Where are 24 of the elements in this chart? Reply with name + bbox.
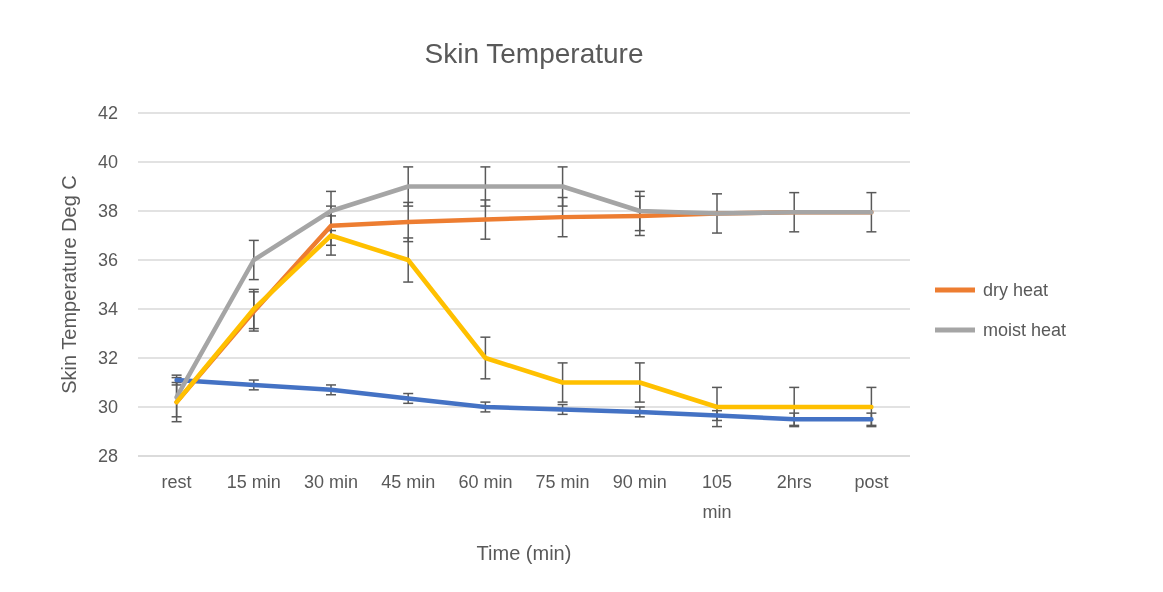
line-series — [174, 377, 874, 422]
x-tick-label: post — [854, 472, 889, 492]
y-tick-label: 30 — [97, 397, 118, 418]
y-tick-label: 42 — [97, 103, 118, 124]
x-tick-label: 30 min — [303, 472, 359, 492]
y-tick-label: 28 — [97, 446, 118, 467]
legend-label: moist heat — [983, 320, 1067, 341]
y-tick-label: 36 — [97, 250, 118, 271]
x-tick-label: 2hrs — [776, 472, 812, 492]
legend-label: dry heat — [983, 280, 1049, 301]
x-tick-label: 105 min — [701, 472, 733, 522]
x-tick-label: 60 min — [458, 472, 513, 492]
y-tick-label: 34 — [97, 299, 118, 320]
chart-title: Skin Temperature — [424, 38, 644, 69]
y-tick-label: 38 — [97, 201, 118, 222]
x-axis-title: Time (min) — [476, 542, 572, 564]
y-tick-label: 32 — [97, 348, 118, 369]
x-tick-label: 45 min — [381, 472, 436, 492]
y-axis-title: Skin Temperature Deg C — [58, 175, 80, 394]
x-tick-label: 75 min — [535, 472, 590, 492]
x-tick-label: 90 min — [612, 472, 667, 492]
x-tick-label: 15 min — [226, 472, 281, 492]
x-tick-label: rest — [161, 472, 192, 492]
y-tick-label: 40 — [97, 152, 118, 173]
